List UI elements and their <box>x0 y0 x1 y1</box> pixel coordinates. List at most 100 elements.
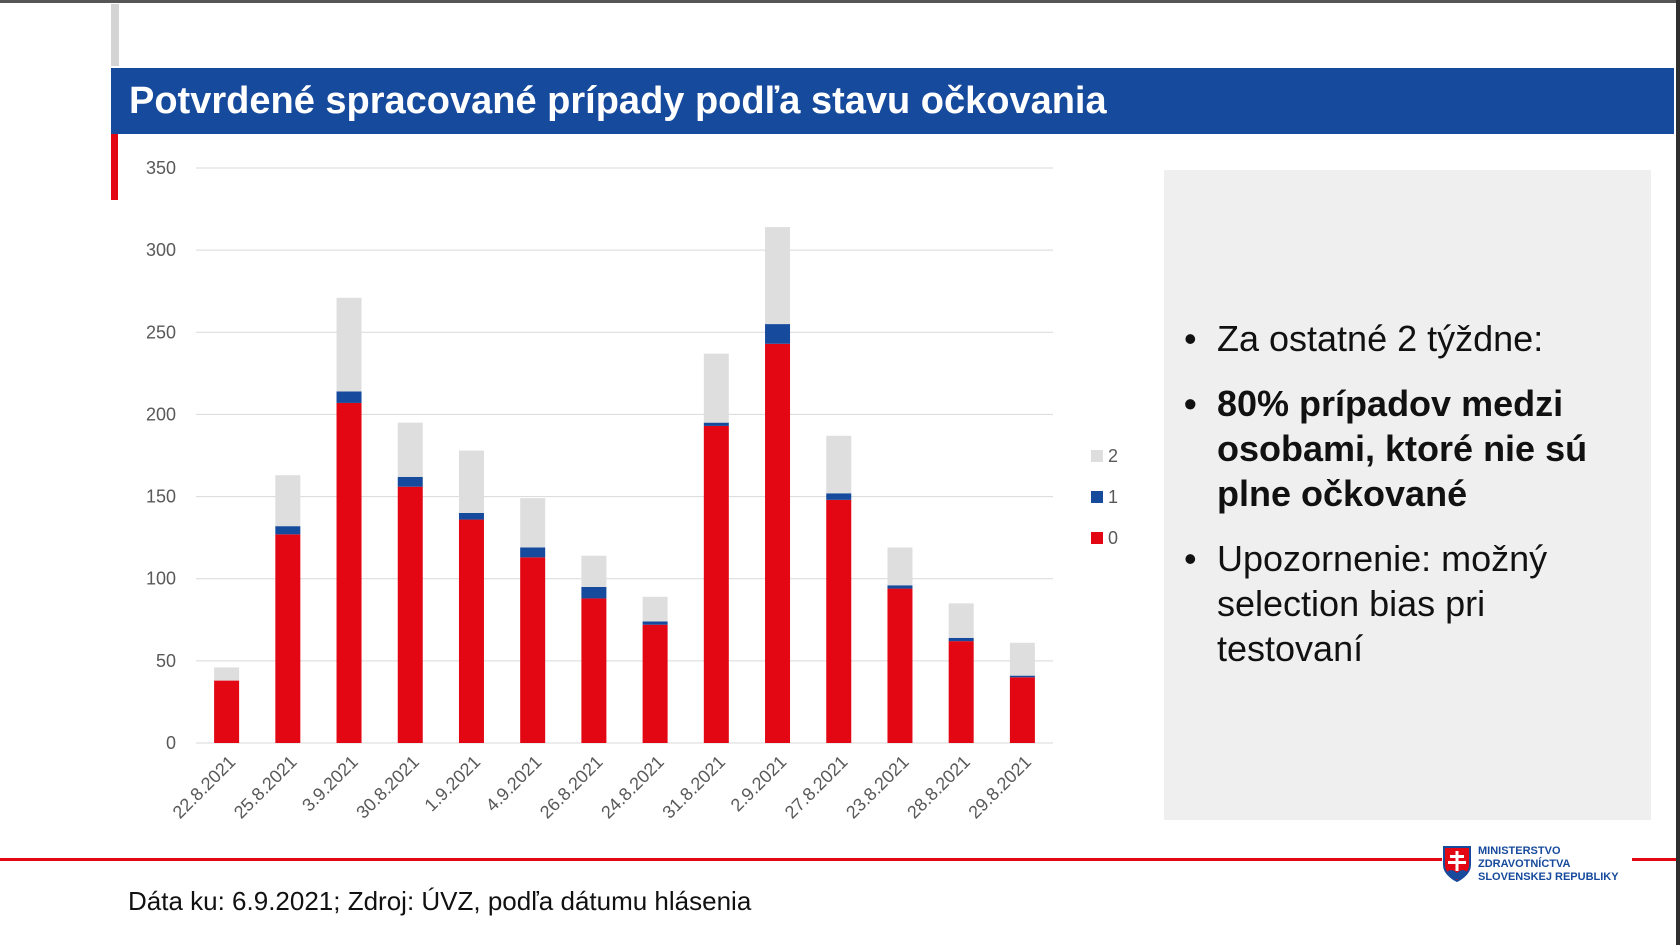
bar-25.8.2021-series-0 <box>275 534 301 743</box>
x-tick-label: 29.8.2021 <box>964 752 1035 823</box>
top-border <box>0 0 1680 3</box>
bar-24.8.2021-series-1 <box>642 621 668 625</box>
bullet-dot-icon: • <box>1184 383 1197 424</box>
y-tick-label: 200 <box>146 404 176 424</box>
bar-4.9.2021-series-0 <box>520 557 546 743</box>
footer-line <box>0 858 1676 861</box>
bullet-list: • Za ostatné 2 týždne: • 80% prípadov medz… <box>1184 316 1634 691</box>
bar-22.8.2021-series-2 <box>214 667 240 681</box>
slide-title: Potvrdené spracované prípady podľa stavu… <box>129 80 1107 122</box>
y-tick-label: 100 <box>146 569 176 589</box>
x-tick-label: 24.8.2021 <box>597 752 668 823</box>
bar-25.8.2021-series-1 <box>275 526 301 535</box>
legend-label-1: 1 <box>1108 487 1118 507</box>
y-tick-label: 50 <box>156 651 176 671</box>
legend-swatch-0 <box>1091 532 1103 544</box>
bar-4.9.2021-series-1 <box>520 547 546 558</box>
bar-26.8.2021-series-0 <box>581 598 607 743</box>
bar-3.9.2021-series-2 <box>336 297 362 392</box>
bar-25.8.2021-series-2 <box>275 475 301 527</box>
bar-26.8.2021-series-2 <box>581 555 607 587</box>
y-tick-label: 350 <box>146 158 176 178</box>
bar-30.8.2021-series-1 <box>397 476 423 487</box>
bar-31.8.2021-series-1 <box>703 422 729 426</box>
bar-29.8.2021-series-0 <box>1009 677 1035 743</box>
x-tick-label: 28.8.2021 <box>903 752 974 823</box>
bullet-text-2: 80% prípadov medzi osobami, ktoré nie sú… <box>1217 383 1588 514</box>
bar-1.9.2021-series-0 <box>458 519 484 743</box>
x-tick-label: 31.8.2021 <box>658 752 729 823</box>
bar-28.8.2021-series-1 <box>948 637 974 642</box>
stacked-bar-chart: 0 50 100 150 200 250 300 350 22.8.202125.8.2021… <box>146 158 1118 823</box>
bullet-text-1: Za ostatné 2 týždne: <box>1217 318 1544 359</box>
title-bar: Potvrdené spracované prípady podľa stavu… <box>111 68 1674 134</box>
x-tick-label: 4.9.2021 <box>482 752 546 816</box>
logo-line-3: SLOVENSKEJ REPUBLIKY <box>1478 871 1619 883</box>
bar-30.8.2021-series-2 <box>397 422 423 477</box>
bar-4.9.2021-series-2 <box>520 498 546 548</box>
x-tick-label: 1.9.2021 <box>421 752 485 816</box>
y-tick-label: 150 <box>146 487 176 507</box>
bar-29.8.2021-series-1 <box>1009 675 1035 678</box>
x-tick-label: 26.8.2021 <box>536 752 607 823</box>
logo-text: MINISTERSTVO ZDRAVOTNÍCTVA SLOVENSKEJ RE… <box>1478 845 1619 884</box>
right-border <box>1676 0 1680 945</box>
y-tick-label: 0 <box>166 733 176 753</box>
bullet-item-3: • Upozornenie: možný selection bias pri t… <box>1184 536 1634 671</box>
logo-line-1: MINISTERSTVO <box>1478 845 1561 857</box>
gridlines <box>196 167 1053 744</box>
bar-22.8.2021-series-0 <box>214 680 240 743</box>
bar-28.8.2021-series-0 <box>948 641 974 743</box>
logo-line-2: ZDRAVOTNÍCTVA <box>1478 858 1571 870</box>
y-tick-label: 300 <box>146 240 176 260</box>
bar-26.8.2021-series-1 <box>581 586 607 599</box>
legend-label-2: 2 <box>1108 446 1118 466</box>
bar-3.9.2021-series-0 <box>336 402 362 743</box>
bar-31.8.2021-series-2 <box>703 353 729 423</box>
bar-27.8.2021-series-2 <box>826 435 852 494</box>
bullet-item-2: • 80% prípadov medzi osobami, ktoré nie s… <box>1184 381 1634 516</box>
bar-23.8.2021-series-1 <box>887 585 913 589</box>
bullet-dot-icon: • <box>1184 318 1197 359</box>
bar-31.8.2021-series-0 <box>703 425 729 743</box>
bar-27.8.2021-series-1 <box>826 493 852 500</box>
bullet-dot-icon: • <box>1184 538 1197 579</box>
x-tick-label: 30.8.2021 <box>352 752 423 823</box>
x-tick-label: 3.9.2021 <box>298 752 362 816</box>
bar-23.8.2021-series-0 <box>887 588 913 743</box>
bar-24.8.2021-series-2 <box>642 596 668 622</box>
x-tick-label: 23.8.2021 <box>842 752 913 823</box>
legend-label-0: 0 <box>1108 528 1118 548</box>
legend: 2 1 0 <box>1091 446 1118 548</box>
legend-swatch-1 <box>1091 491 1103 503</box>
y-tick-label: 250 <box>146 322 176 342</box>
source-note: Dáta ku: 6.9.2021; Zdroj: ÚVZ, podľa dát… <box>128 886 752 916</box>
bullet-text-3: Upozornenie: možný selection bias pri te… <box>1217 538 1548 669</box>
x-tick-label: 27.8.2021 <box>781 752 852 823</box>
bar-2.9.2021-series-1 <box>765 324 791 344</box>
slovak-shield-icon <box>1443 846 1471 883</box>
info-box: • Za ostatné 2 týždne: • 80% prípadov medz… <box>1164 170 1651 820</box>
bullet-item-1: • Za ostatné 2 týždne: <box>1184 316 1634 361</box>
x-tick-label: 25.8.2021 <box>230 752 301 823</box>
bar-28.8.2021-series-2 <box>948 603 974 638</box>
bar-2.9.2021-series-2 <box>765 227 791 325</box>
ministry-logo: MINISTERSTVO ZDRAVOTNÍCTVA SLOVENSKEJ RE… <box>1442 843 1632 893</box>
legend-swatch-2 <box>1091 450 1103 462</box>
y-axis: 0 50 100 150 200 250 300 350 <box>146 158 176 753</box>
bar-1.9.2021-series-2 <box>458 450 484 513</box>
bar-23.8.2021-series-2 <box>887 547 913 586</box>
bar-29.8.2021-series-2 <box>1009 642 1035 676</box>
bar-1.9.2021-series-1 <box>458 513 484 520</box>
x-tick-label: 22.8.2021 <box>169 752 240 823</box>
red-accent <box>111 134 118 200</box>
bar-3.9.2021-series-1 <box>336 391 362 403</box>
x-axis: 22.8.202125.8.20213.9.202130.8.20211.9.2… <box>169 752 1036 823</box>
bars <box>214 227 1035 743</box>
grey-accent <box>111 4 119 66</box>
x-tick-label: 2.9.2021 <box>727 752 791 816</box>
bar-2.9.2021-series-0 <box>765 343 791 743</box>
bar-24.8.2021-series-0 <box>642 624 668 743</box>
bar-30.8.2021-series-0 <box>397 486 423 743</box>
bar-27.8.2021-series-0 <box>826 499 852 743</box>
